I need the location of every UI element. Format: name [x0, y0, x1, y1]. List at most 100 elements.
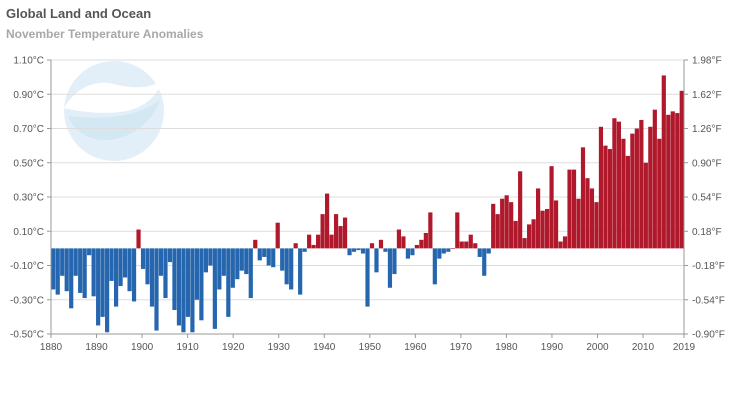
bar-1946 — [347, 248, 352, 256]
x-tick-label: 1910 — [176, 342, 199, 353]
bar-2019 — [675, 113, 680, 249]
bar-2000 — [589, 188, 595, 249]
bar-1958 — [401, 236, 406, 249]
bar-1883 — [64, 248, 69, 292]
bar-1982 — [509, 202, 514, 249]
bar-2002 — [598, 126, 604, 249]
bar-1905 — [163, 248, 168, 299]
bar-1979 — [495, 214, 500, 249]
bar-1934 — [293, 243, 298, 249]
bar-1893 — [109, 248, 114, 281]
bar-1925 — [253, 239, 258, 249]
bar-2005 — [612, 118, 617, 249]
bar-1998 — [580, 147, 586, 249]
bar-1929 — [271, 248, 276, 268]
bar-1891 — [100, 248, 105, 317]
bar-1899 — [136, 229, 141, 249]
x-tick-label: 1920 — [222, 342, 245, 353]
x-tick-label: 1930 — [268, 342, 291, 353]
bar-1897 — [127, 248, 132, 292]
y-tick-label-c: 0.90°C — [13, 90, 44, 101]
bar-2018 — [670, 111, 675, 249]
bar-1943 — [333, 214, 339, 249]
bar-1949 — [360, 248, 366, 254]
bar-1896 — [122, 248, 128, 278]
bar-1888 — [87, 248, 92, 256]
bar-1950 — [365, 248, 370, 307]
bar-1954 — [383, 248, 388, 252]
bar-1894 — [114, 248, 119, 307]
x-tick-label: 1890 — [85, 342, 108, 353]
bar-2020 — [679, 90, 684, 249]
bar-1941 — [325, 193, 330, 249]
bar-1955 — [387, 248, 393, 288]
bar-1911 — [190, 248, 195, 333]
bar-1931 — [280, 248, 285, 271]
bar-1932 — [284, 248, 289, 285]
bar-2017 — [666, 114, 671, 249]
bar-1996 — [571, 169, 577, 249]
bar-1940 — [320, 214, 325, 249]
bar-1975 — [477, 248, 482, 257]
y-tick-label-f: -0.54°F — [692, 295, 725, 306]
bar-1993 — [558, 241, 563, 249]
bar-2016 — [661, 75, 666, 249]
bar-1963 — [423, 232, 428, 249]
bar-1961 — [414, 244, 419, 249]
bar-1880 — [51, 248, 56, 290]
bar-1881 — [55, 248, 60, 295]
y-tick-label-f: 1.26°F — [692, 124, 722, 135]
bar-1999 — [585, 178, 590, 249]
bar-1928 — [266, 248, 271, 266]
y-tick-label-c: 0.50°C — [13, 158, 44, 169]
bar-2010 — [634, 128, 639, 249]
bar-1942 — [329, 234, 334, 249]
y-tick-label-f: -0.18°F — [692, 261, 725, 272]
bar-2013 — [648, 126, 653, 249]
bar-2014 — [652, 109, 657, 249]
bar-1967 — [441, 248, 446, 254]
bar-1986 — [527, 224, 532, 249]
noaa-logo: NOAA — [64, 61, 164, 161]
y-tick-label-f: 0.90°F — [692, 158, 722, 169]
x-tick-label: 1950 — [359, 342, 382, 353]
bar-1933 — [289, 248, 294, 290]
bar-1914 — [203, 248, 208, 273]
bar-1992 — [553, 200, 559, 249]
bar-1983 — [513, 220, 518, 249]
bar-1908 — [176, 248, 182, 326]
bar-1902 — [149, 248, 155, 307]
y-tick-label-f: 1.62°F — [692, 90, 722, 101]
bar-1972 — [464, 241, 469, 249]
bar-1935 — [298, 248, 303, 295]
bar-2009 — [630, 133, 635, 249]
bar-1885 — [73, 248, 78, 276]
bar-1995 — [567, 169, 572, 249]
bar-1920 — [230, 248, 235, 288]
bar-1973 — [468, 234, 473, 249]
y-tick-label-c: 0.10°C — [13, 227, 44, 238]
bar-1945 — [342, 217, 348, 249]
y-tick-label-f: -0.90°F — [692, 330, 725, 341]
bar-1889 — [91, 248, 96, 297]
bar-1948 — [356, 248, 361, 251]
y-tick-label-c: 0.70°C — [13, 124, 44, 135]
bar-1895 — [118, 248, 123, 287]
bar-1915 — [208, 248, 213, 266]
bar-1984 — [518, 171, 523, 249]
bar-1921 — [235, 248, 240, 280]
bar-1918 — [221, 248, 226, 276]
bar-1906 — [167, 248, 173, 263]
bar-1997 — [576, 198, 581, 249]
x-tick-label: 1880 — [40, 342, 63, 353]
bar-1898 — [131, 248, 137, 302]
bar-1978 — [491, 203, 496, 249]
x-tick-label: 2010 — [632, 342, 655, 353]
bar-1976 — [482, 248, 487, 276]
bar-1957 — [396, 229, 402, 249]
y-tick-label-f: 1.98°F — [692, 56, 722, 67]
bar-1900 — [140, 248, 146, 269]
bar-2004 — [607, 149, 613, 249]
bar-1886 — [78, 248, 83, 293]
bar-2001 — [594, 202, 599, 249]
